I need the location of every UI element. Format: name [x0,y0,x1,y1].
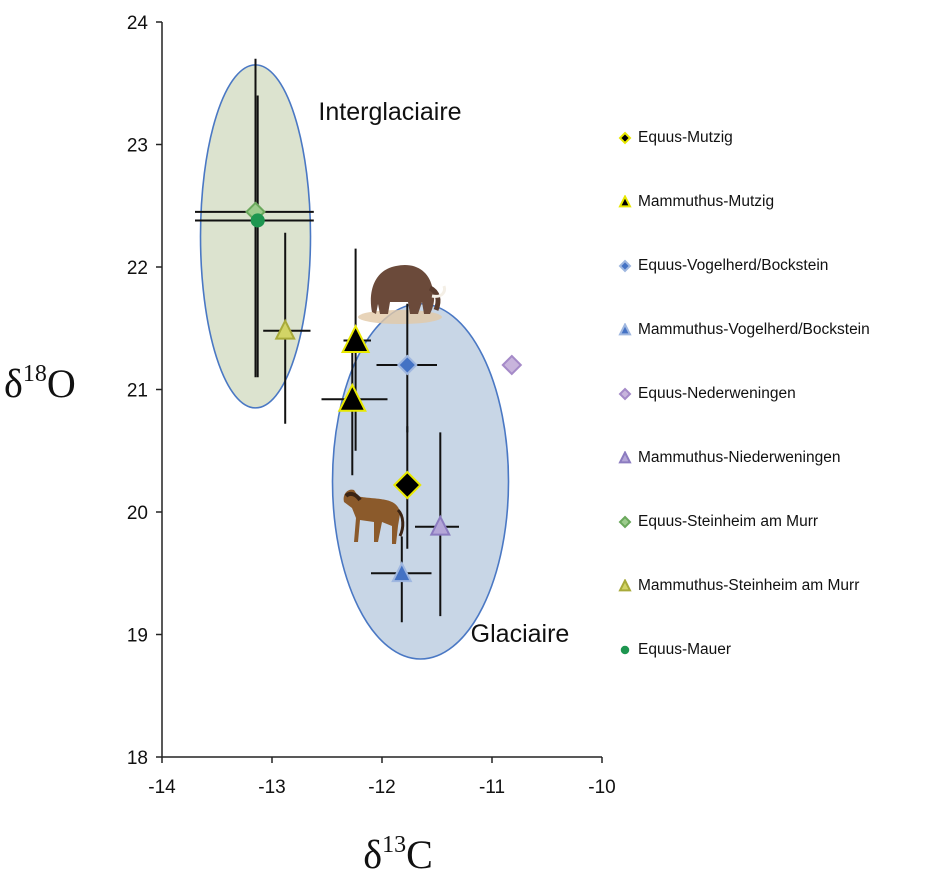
y-tick-label: 21 [127,381,148,402]
data-point-5-0 [429,514,451,536]
y-tick-label: 18 [127,748,148,769]
y-tick-label: 23 [127,136,148,157]
legend-label: Equus-Mutzig [638,129,733,146]
legend-label: Equus-Nederweningen [638,385,796,402]
data-point-1-0 [340,323,371,353]
legend-marker-shape [618,259,632,273]
data-point-8-0 [250,213,265,228]
data-point-2-0 [396,354,418,376]
legend-marker-icon [620,645,630,655]
legend-item: Mammuthus-Steinheim am Murr [618,574,859,598]
legend-label: Mammuthus-Vogelherd/Bockstein [638,321,870,338]
legend-item: Equus-Mutzig [618,126,733,150]
x-axis-title: δ13C [363,832,433,875]
y-tick-label: 24 [127,13,149,34]
data-point-3-0 [391,561,413,583]
animal-illustrations [343,264,446,544]
legend-label: Equus-Steinheim am Murr [638,513,819,530]
legend-marker-shape [618,515,632,529]
legend-label: Mammuthus-Steinheim am Murr [638,577,860,594]
error-bars-layer [195,58,459,623]
region-label-0: Interglaciaire [318,98,461,126]
legend-marker-shape [618,387,632,401]
y-tick-label: 22 [127,258,148,279]
y-ticks: 18 19 20 21 22 23 24 [127,13,162,769]
legend-marker-icon [618,195,632,208]
legend-item: Mammuthus-Vogelherd/Bockstein [618,318,870,342]
legend-item: Mammuthus-Mutzig [618,190,774,214]
legend-marker-icon [618,515,632,529]
x-tick-label: -13 [258,777,285,798]
legend-marker-icon [618,259,632,273]
legend-label: Equus-Mauer [638,641,732,658]
legend-marker-icon [618,451,632,464]
legend-marker-icon [618,323,632,336]
legend-label: Mammuthus-Niederweningen [638,449,841,466]
data-point-1-1 [337,382,367,412]
markers-layer [245,201,523,583]
region-label-1: Glaciaire [471,620,570,648]
legend-item: Equus-Vogelherd/Bockstein [618,254,828,278]
legend-item: Equus-Nederweningen [618,382,796,406]
regions-layer [199,64,510,660]
x-ticks: -14 -13 -12 -11 -10 [148,757,616,798]
legend-marker-icon [618,387,632,401]
legend-marker-shape [618,131,632,145]
y-axis-title: δ18O [4,361,76,406]
legend-marker-shape [618,579,632,592]
x-tick-label: -10 [588,777,615,798]
legend-marker-shape [618,451,632,464]
mammoth-icon [358,264,446,324]
horse-icon [343,489,405,544]
legend-marker-icon [618,579,632,592]
y-tick-label: 20 [127,503,148,524]
legend-label: Equus-Vogelherd/Bockstein [638,257,829,274]
y-tick-label: 19 [127,626,148,647]
region-labels-layer: Interglaciaire Glaciaire [318,98,569,648]
legend-item: Equus-Mauer [618,638,731,662]
legend-item: Mammuthus-Niederweningen [618,446,840,470]
x-tick-label: -12 [368,777,395,798]
data-point-4-0 [501,354,523,376]
region-ellipse-1 [331,302,510,660]
legend-label: Mammuthus-Mutzig [638,193,775,210]
legend-marker-shape [620,645,630,655]
legend-marker-icon [618,131,632,145]
data-point-0-0 [392,470,422,500]
legend-item: Equus-Steinheim am Murr [618,510,818,534]
legend-marker-shape [618,195,632,208]
x-tick-label: -11 [479,777,505,798]
x-tick-label: -14 [148,777,176,798]
legend-marker-shape [618,323,632,336]
data-point-7-0 [274,318,296,340]
